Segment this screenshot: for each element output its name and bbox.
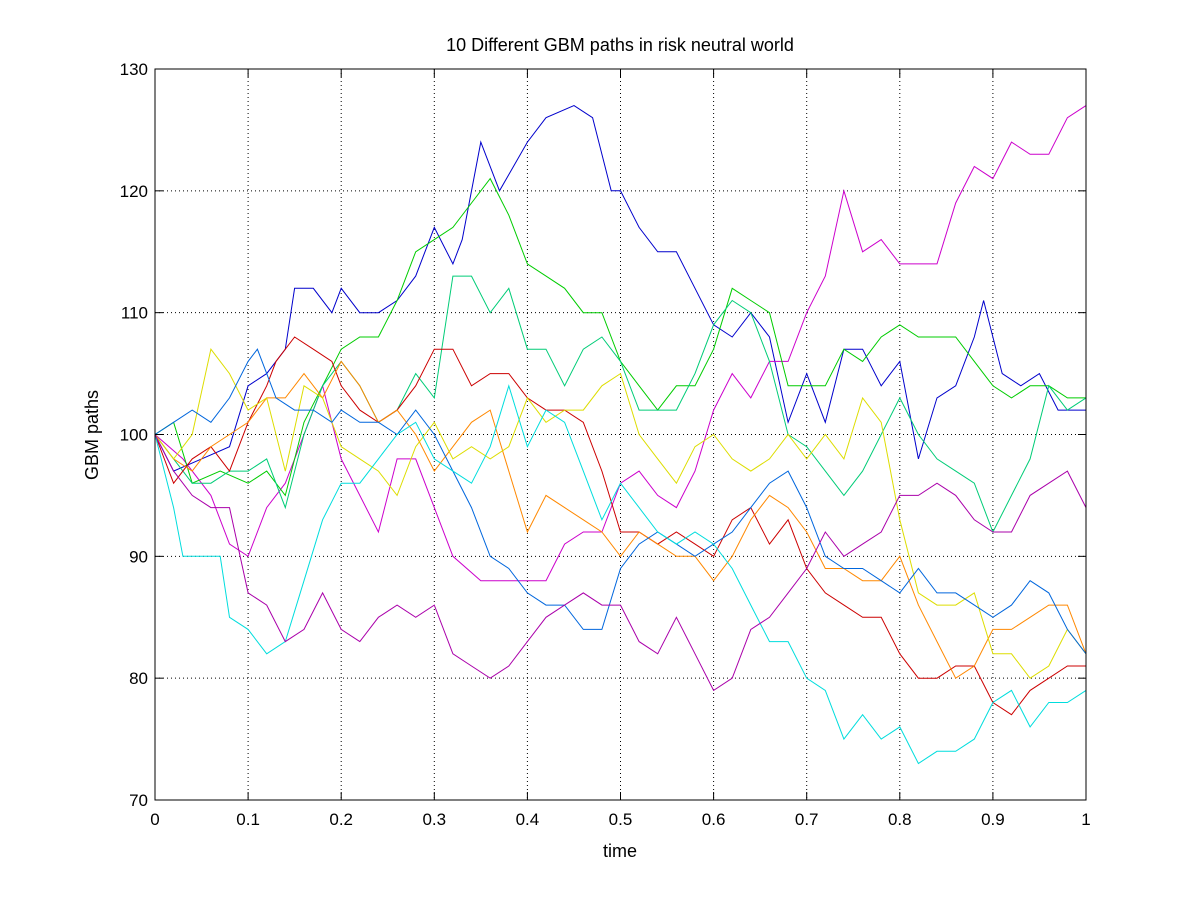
y-tick-label: 70 — [129, 791, 148, 810]
x-tick-label: 0.6 — [702, 810, 726, 829]
y-tick-label: 130 — [120, 60, 148, 79]
x-tick-label: 0.2 — [329, 810, 353, 829]
y-tick-label: 80 — [129, 669, 148, 688]
x-tick-label: 0.8 — [888, 810, 912, 829]
y-tick-label: 110 — [121, 304, 148, 323]
series-line-10 — [154, 434, 1087, 692]
y-axis-label: GBM paths — [82, 390, 102, 480]
label-layer: 0 0.1 0.2 0.3 0.4 0.5 0.6 0.7 0.8 0.9 1 70 80 90 100 11… — [120, 60, 1091, 829]
series-layer — [154, 105, 1087, 765]
series-line-9 — [154, 384, 1087, 765]
y-tick-label: 90 — [129, 547, 148, 566]
x-tick-label: 0.4 — [516, 810, 540, 829]
chart-title: 10 Different GBM paths in risk neutral w… — [446, 35, 794, 55]
series-line-7 — [154, 348, 1087, 679]
x-tick-label: 0.1 — [236, 810, 260, 829]
series-line-3 — [154, 177, 1086, 497]
x-tick-label: 0.9 — [981, 810, 1005, 829]
series-line-4 — [154, 275, 1087, 534]
x-tick-label: 0.5 — [609, 810, 633, 829]
y-tick-label: 100 — [120, 426, 148, 445]
y-tick-label: 120 — [120, 182, 148, 201]
series-line-6 — [154, 360, 1087, 679]
tick-layer — [154, 68, 1087, 801]
series-line-8 — [154, 348, 1087, 655]
x-axis-label: time — [603, 841, 637, 861]
x-tick-label: 1 — [1081, 810, 1090, 829]
x-tick-label: 0 — [150, 810, 159, 829]
x-tick-label: 0.7 — [795, 810, 819, 829]
series-line-1 — [154, 105, 1086, 472]
x-tick-label: 0.3 — [422, 810, 446, 829]
